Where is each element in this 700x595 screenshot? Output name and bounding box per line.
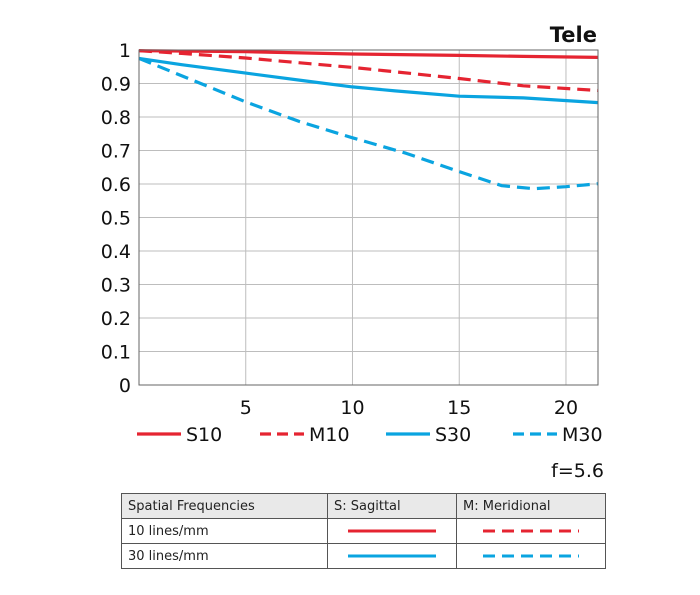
x-tick-label: 15 [447, 397, 471, 419]
series-layer [138, 49, 599, 191]
meridional-30-swatch [456, 543, 606, 569]
series-line-s30 [138, 56, 599, 105]
row-label-10: 10 lines/mm [121, 518, 328, 544]
y-tick-label: 1 [119, 40, 131, 62]
series-line-m10 [138, 49, 599, 93]
y-tick-label: 0.1 [101, 342, 131, 364]
series-line-s10 [138, 49, 599, 59]
y-tick-labels: 0 0.1 0.2 0.3 0.4 0.5 0.6 0.7 0.8 0.9 1 [101, 40, 131, 397]
series-legend: S10 M10 S30 M30 [137, 424, 603, 446]
aperture-label: f=5.6 [551, 460, 604, 482]
meridional-10-swatch [456, 518, 606, 544]
y-tick-label: 0 [119, 375, 131, 397]
sagittal-30-swatch [327, 543, 457, 569]
legend-label-m30: M30 [562, 424, 603, 446]
y-tick-label: 0.7 [101, 141, 131, 163]
y-tick-label: 0.2 [101, 308, 131, 330]
y-tick-label: 0.8 [101, 107, 131, 129]
row-label-30: 30 lines/mm [121, 543, 328, 569]
y-tick-label: 0.3 [101, 275, 131, 297]
y-tick-label: 0.5 [101, 208, 131, 230]
legend-row-10: 10 lines/mm [121, 518, 606, 544]
x-tick-label: 5 [240, 397, 252, 419]
legend-table-header: Spatial Frequencies S: Sagittal M: Merid… [121, 493, 606, 519]
plot-frame [138, 49, 599, 386]
header-sagittal: S: Sagittal [327, 493, 457, 519]
legend-row-30: 30 lines/mm [121, 543, 606, 569]
chart-title: Tele [550, 23, 597, 47]
y-tick-label: 0.4 [101, 241, 131, 263]
x-tick-label: 10 [340, 397, 364, 419]
sagittal-10-swatch [327, 518, 457, 544]
mtf-chart: 0 0.1 0.2 0.3 0.4 0.5 0.6 0.7 0.8 0.9 1 5 10 15 20 Te… [101, 23, 604, 482]
series-line-m30 [138, 56, 599, 191]
y-tick-label: 0.9 [101, 74, 131, 96]
legend-label-m10: M10 [309, 424, 350, 446]
legend-label-s30: S30 [435, 424, 471, 446]
y-tick-label: 0.6 [101, 174, 131, 196]
legend-table: Spatial Frequencies S: Sagittal M: Merid… [121, 493, 606, 569]
legend-label-s10: S10 [186, 424, 222, 446]
x-tick-labels: 5 10 15 20 [240, 397, 578, 419]
grid-layer [139, 49, 598, 386]
header-meridional: M: Meridional [456, 493, 606, 519]
header-spatial-frequencies: Spatial Frequencies [121, 493, 328, 519]
x-tick-label: 20 [554, 397, 578, 419]
